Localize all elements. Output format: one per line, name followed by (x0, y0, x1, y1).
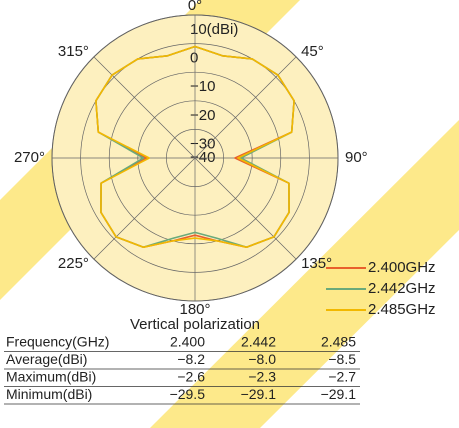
grid-spoke (194, 56, 297, 159)
angle-label: 315° (58, 43, 89, 60)
r-tick-label: −40 (190, 149, 215, 166)
r-tick-label: −20 (190, 107, 215, 124)
legend-label: 2.485GHz (368, 301, 436, 318)
angle-label: 180° (179, 301, 210, 318)
table-cell: −2.6 (177, 369, 205, 385)
angle-label: 45° (301, 43, 324, 60)
table-cell: −8.5 (328, 351, 356, 367)
r-tick-label: −30 (190, 135, 215, 152)
table-cell: −8.2 (177, 351, 205, 367)
angle-label: 270° (14, 149, 45, 166)
angle-label: 135° (301, 255, 332, 272)
grid-spoke (194, 157, 297, 260)
table-row-label: Average(dBi) (6, 351, 87, 367)
table-cell: −29.1 (321, 386, 357, 402)
grid-spoke (93, 157, 196, 260)
table-cell: 2.400 (170, 334, 205, 350)
legend: 2.400GHz 2.442GHz 2.485GHz (326, 259, 436, 318)
r-tick-label: 0 (190, 50, 198, 67)
watermark-band (150, 120, 459, 428)
r-tick-label: −10 (190, 78, 215, 95)
legend-label: 2.400GHz (368, 259, 436, 276)
table-cell: −29.1 (241, 386, 277, 402)
table-row-label: Maximum(dBi) (6, 369, 96, 385)
r-tick-label: 10(dBi) (190, 21, 238, 38)
table-cell: −8.0 (248, 351, 276, 367)
polar-plot: 10(dBi) 0 −10 −20 −30−40 0° 45° 90° 135° 180° 225°… (14, 0, 368, 318)
pattern-line (95, 45, 295, 248)
table-cell: 2.442 (241, 334, 276, 350)
table-cell: −2.7 (328, 369, 356, 385)
table-row-label: Frequency(GHz) (6, 334, 109, 350)
subtitle: Vertical polarization (130, 316, 260, 333)
angle-label: 0° (188, 0, 202, 14)
table-cell: −2.3 (248, 369, 276, 385)
table-cell: 2.485 (321, 334, 356, 350)
table-row-label: Minimum(dBi) (6, 386, 92, 402)
grid-spoke (93, 56, 196, 159)
angle-label: 225° (58, 255, 89, 272)
legend-label: 2.442GHz (368, 280, 436, 297)
angle-label: 90° (345, 149, 368, 166)
table-cell: −29.5 (170, 386, 206, 402)
table: Frequency(GHz) 2.400 2.442 2.485 Average(dBi… (4, 334, 360, 405)
